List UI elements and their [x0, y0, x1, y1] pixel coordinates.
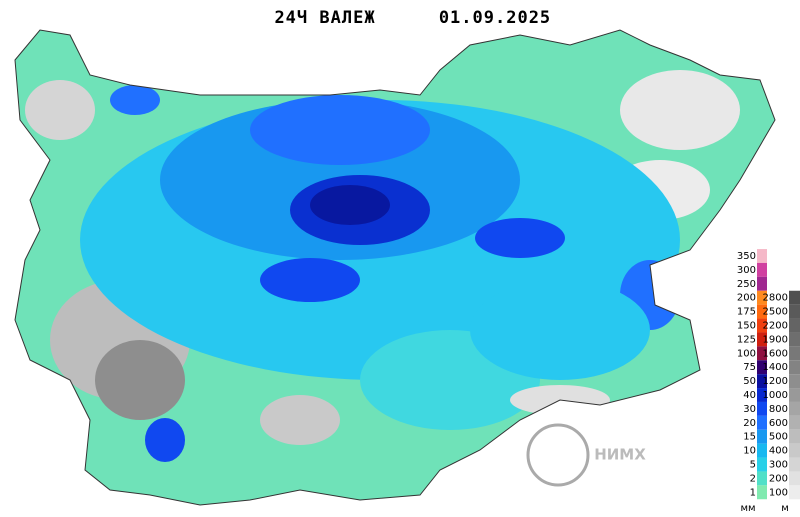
elevation-swatch [789, 304, 800, 319]
precip-label: 75 [743, 362, 756, 373]
elevation-swatch [789, 485, 800, 500]
elevation-label: 800 [769, 404, 788, 415]
precip-unit: мм [740, 503, 755, 514]
elevation-swatch [789, 290, 800, 305]
precip-label: 150 [737, 321, 756, 332]
elevation-swatch [789, 360, 800, 375]
elevation-swatch [789, 318, 800, 333]
precip-swatch [757, 290, 767, 305]
elevation-label: 400 [769, 446, 788, 457]
elevation-label: 2800 [763, 293, 788, 304]
precip-label: 30 [743, 404, 756, 415]
elevation-swatch [789, 346, 800, 361]
precip-swatch [757, 332, 767, 347]
elevation-label: 300 [769, 460, 788, 471]
elevation-unit: м [781, 503, 789, 514]
date: 01.09.2025 [439, 8, 551, 28]
elevation-swatch [789, 374, 800, 389]
precip-swatch [757, 485, 767, 500]
elevation-label: 1600 [763, 348, 788, 359]
precip-swatch [757, 360, 767, 375]
precip-swatch [757, 388, 767, 402]
precip-label: 10 [743, 446, 756, 457]
precip-label: 100 [737, 348, 756, 359]
elevation-label: 1200 [763, 376, 788, 387]
elevation-label: 2500 [763, 307, 788, 318]
precip-swatch [757, 276, 767, 291]
precip-swatch [757, 374, 767, 389]
precip-label: 20 [743, 418, 756, 429]
precip-label: 5 [750, 460, 756, 471]
elevation-swatch [789, 471, 800, 486]
precip-swatch [757, 318, 767, 333]
elevation-label: 600 [769, 418, 788, 429]
precip-label: 40 [743, 390, 756, 401]
precip-swatch [757, 457, 767, 472]
elevation-label: 500 [769, 432, 788, 443]
precip-swatch [757, 401, 767, 416]
logo: НИМХ [526, 423, 646, 487]
precip-label: 125 [737, 334, 756, 345]
precip-label: 350 [737, 251, 756, 262]
precip-swatch [757, 262, 767, 277]
elevation-swatch [789, 443, 800, 458]
elevation-swatch [789, 388, 800, 402]
precip-swatch [757, 471, 767, 486]
title: 24Ч ВАЛЕЖ [274, 8, 375, 28]
logo-text: НИМХ [594, 446, 646, 464]
elevation-label: 1900 [763, 334, 788, 345]
precip-label: 175 [737, 307, 756, 318]
elevation-swatch [789, 401, 800, 416]
precip-swatch [757, 443, 767, 458]
precip-label: 300 [737, 265, 756, 276]
elevation-label: 200 [769, 473, 788, 484]
precip-label: 200 [737, 293, 756, 304]
precip-swatch [757, 346, 767, 361]
precip-swatch [757, 249, 767, 263]
precip-label: 15 [743, 432, 756, 443]
precip-label: 2 [750, 473, 756, 484]
precip-swatch [757, 429, 767, 444]
elevation-label: 1400 [763, 362, 788, 373]
elevation-label: 100 [769, 487, 788, 498]
precip-label: 250 [737, 279, 756, 290]
elevation-swatch [789, 415, 800, 430]
precip-swatch [757, 304, 767, 319]
elevation-swatch [789, 332, 800, 347]
elevation-swatch [789, 457, 800, 472]
elevation-label: 2200 [763, 321, 788, 332]
elevation-label: 1000 [763, 390, 788, 401]
elevation-swatch [789, 429, 800, 444]
precip-label: 1 [750, 487, 756, 498]
precip-label: 50 [743, 376, 756, 387]
legend: 350 300 250 200 175 150 125 100 75 50 40 30 20 15 10 5 2… [737, 249, 800, 514]
precip-swatch [757, 415, 767, 430]
